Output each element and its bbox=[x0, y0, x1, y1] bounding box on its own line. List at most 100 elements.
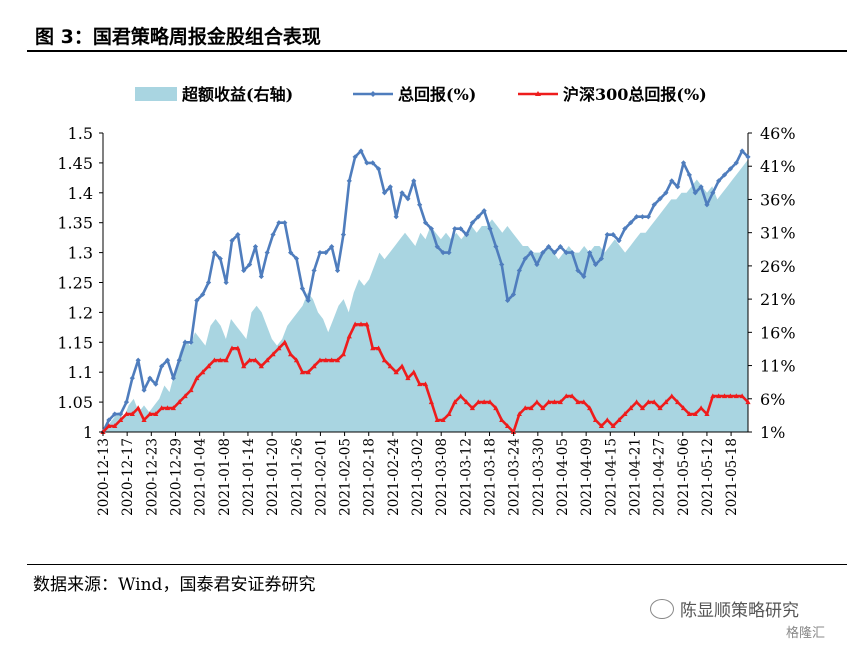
total-return-point bbox=[200, 291, 206, 298]
total-return-point bbox=[176, 357, 182, 363]
csi300-return-point bbox=[663, 399, 669, 405]
csi300-return-point bbox=[598, 423, 605, 429]
csi300-return-point bbox=[739, 393, 745, 399]
csi300-return-point bbox=[710, 393, 716, 399]
x-tick-label: 2021-01-20 bbox=[265, 438, 281, 516]
total-return-point bbox=[106, 417, 112, 423]
csi300-return-point bbox=[528, 405, 534, 411]
csi300-return-point bbox=[223, 357, 229, 363]
csi300-return-point bbox=[669, 393, 675, 399]
total-return-point bbox=[633, 214, 640, 220]
x-tick-label: 2020-12-29 bbox=[168, 438, 184, 516]
y-left-tick-label: 1.4 bbox=[68, 184, 93, 203]
total-return-point bbox=[223, 279, 229, 286]
csi300-return-point bbox=[270, 351, 276, 357]
total-return-point bbox=[499, 261, 505, 268]
csi300-return-point bbox=[516, 411, 522, 417]
y-left-tick-label: 1.15 bbox=[57, 333, 93, 352]
total-return-point bbox=[375, 166, 382, 172]
total-return-point bbox=[546, 244, 552, 250]
csi300-return-point bbox=[610, 423, 616, 429]
legend-marker-csi300 bbox=[535, 91, 541, 96]
csi300-return-point bbox=[288, 351, 294, 357]
y-left-tick-label: 1.25 bbox=[57, 274, 93, 293]
total-return-point bbox=[399, 190, 405, 196]
csi300-return-point bbox=[182, 393, 188, 399]
y-left-tick-label: 1.1 bbox=[68, 363, 93, 382]
total-return-point bbox=[188, 339, 194, 345]
csi300-return-point bbox=[581, 399, 587, 405]
legend: 超额收益(右轴) 总回报(%) 沪深300总回报(%) bbox=[135, 85, 707, 104]
y-left-tick-label: 1 bbox=[83, 423, 93, 442]
total-return-point bbox=[616, 238, 622, 244]
total-return-point bbox=[569, 250, 575, 256]
total-return-point bbox=[581, 273, 587, 280]
total-return-point bbox=[194, 297, 200, 304]
csi300-return-point bbox=[176, 399, 182, 405]
total-return-point bbox=[575, 267, 581, 274]
csi300-return-point bbox=[129, 411, 135, 417]
bottom-rule bbox=[27, 564, 847, 565]
y-left-tick-label: 1.3 bbox=[68, 244, 93, 263]
total-return-point bbox=[340, 232, 347, 238]
x-tick-label: 2021-05-06 bbox=[676, 438, 692, 516]
csi300-return-point bbox=[393, 369, 399, 375]
total-return-point bbox=[469, 220, 476, 226]
legend-marker-total bbox=[370, 91, 376, 97]
legend-label-total: 总回报(%) bbox=[398, 85, 476, 104]
total-return-point bbox=[669, 178, 675, 184]
csi300-return-point bbox=[440, 417, 446, 423]
csi300-return-point bbox=[704, 411, 710, 417]
y-left-tick-label: 1.05 bbox=[57, 393, 93, 412]
total-return-point bbox=[645, 214, 651, 220]
total-return-point bbox=[440, 250, 446, 256]
csi300-return-point bbox=[117, 417, 124, 423]
csi300-return-point bbox=[698, 405, 704, 411]
total-return-point bbox=[205, 279, 212, 286]
csi300-return-point bbox=[434, 417, 440, 423]
watermark-logo-text: 格隆汇 bbox=[786, 626, 826, 641]
watermark-logo: 格隆汇 bbox=[786, 622, 825, 641]
total-return-point bbox=[217, 255, 223, 262]
csi300-return-point bbox=[252, 357, 259, 363]
total-return-point bbox=[112, 411, 118, 417]
title-row: 图 3：国君策略周报金股组合表现 bbox=[27, 16, 847, 52]
y-right-tick-label: 46% bbox=[760, 124, 796, 143]
csi300-return-point bbox=[258, 363, 264, 369]
total-return-point bbox=[516, 267, 522, 274]
csi300-return-point bbox=[399, 363, 405, 369]
total-return-point bbox=[405, 196, 411, 202]
y-right-tick-label: 1% bbox=[760, 423, 785, 442]
total-return-point bbox=[698, 184, 704, 190]
total-return-point bbox=[170, 375, 176, 381]
total-return-point bbox=[123, 399, 130, 405]
total-return-point bbox=[663, 190, 669, 196]
total-return-point bbox=[252, 244, 259, 250]
csi300-return-point bbox=[229, 345, 235, 351]
y-right-tick-label: 16% bbox=[760, 323, 796, 342]
csi300-return-point bbox=[188, 387, 194, 393]
total-return-point bbox=[346, 178, 352, 184]
legend-swatch-area bbox=[135, 87, 177, 101]
csi300-return-point bbox=[205, 363, 212, 369]
total-return-point bbox=[628, 220, 634, 226]
csi300-return-point bbox=[282, 339, 288, 345]
csi300-return-point bbox=[546, 399, 552, 405]
total-return-point bbox=[452, 226, 458, 232]
total-return-point bbox=[563, 250, 569, 256]
csi300-return-point bbox=[194, 375, 200, 381]
total-return-point bbox=[487, 226, 493, 232]
x-tick-label: 2021-02-18 bbox=[362, 438, 378, 516]
csi300-return-point bbox=[675, 399, 681, 405]
total-return-point bbox=[733, 160, 739, 166]
total-return-point bbox=[317, 250, 323, 256]
total-return-point bbox=[522, 255, 528, 262]
total-return-point bbox=[534, 261, 540, 268]
total-return-point bbox=[358, 148, 364, 154]
total-return-point bbox=[305, 297, 311, 304]
csi300-return-point bbox=[170, 405, 176, 411]
total-return-point bbox=[381, 190, 388, 196]
csi300-return-point bbox=[657, 405, 663, 411]
csi300-return-point bbox=[311, 363, 317, 369]
total-return-point bbox=[504, 297, 511, 304]
